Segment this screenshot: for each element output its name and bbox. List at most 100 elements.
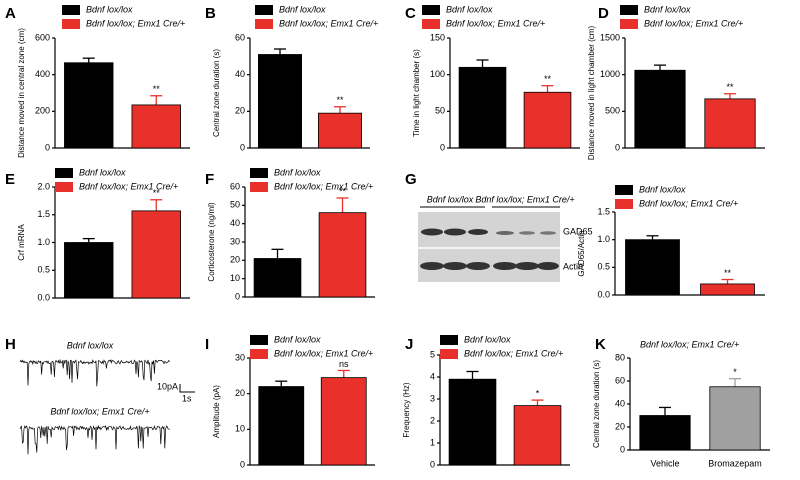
y-tick-label: 20 <box>615 421 625 431</box>
legend-label: Bdnf lox/lox; Emx1 Cre/+ <box>644 18 743 28</box>
legend-label: Bdnf lox/lox <box>279 4 326 14</box>
legend-swatch <box>615 185 633 195</box>
y-axis-label: Frequency (Hz) <box>402 382 411 437</box>
bar <box>634 69 686 149</box>
bar <box>253 258 302 298</box>
y-axis-label: Distance moved in central zone (cm) <box>17 28 26 158</box>
y-tick-label: 2 <box>430 415 435 425</box>
y-tick-label: 0 <box>430 459 435 469</box>
y-tick-label: 0.0 <box>597 289 610 299</box>
bar <box>64 242 114 299</box>
y-tick-label: 150 <box>430 32 445 42</box>
legend-swatch <box>55 168 73 178</box>
legend-label: Bdnf lox/lox <box>464 334 511 344</box>
blot-image <box>418 212 560 282</box>
bar <box>700 283 755 296</box>
bar <box>258 386 305 466</box>
bar <box>318 212 367 298</box>
significance: ** <box>336 95 344 105</box>
bar <box>320 377 367 466</box>
y-tick-label: 0 <box>45 142 50 152</box>
legend-swatch <box>620 5 638 15</box>
panel-letter: D <box>598 5 609 22</box>
panel-letter: K <box>595 336 606 353</box>
legend-swatch <box>255 5 273 15</box>
y-tick-label: 20 <box>235 388 245 398</box>
bar <box>458 66 507 149</box>
legend-label: Bdnf lox/lox; Emx1 Cre/+ <box>274 181 373 191</box>
bar <box>523 91 572 149</box>
trace-label: Bdnf lox/lox <box>67 340 114 350</box>
y-axis-label: Time in light chamber (s) <box>412 49 421 137</box>
significance: * <box>536 388 540 398</box>
trace-label: Bdnf lox/lox; Emx1 Cre/+ <box>50 406 149 416</box>
y-tick-label: 0 <box>620 444 625 454</box>
y-tick-label: 0 <box>235 291 240 301</box>
subtitle: Bdnf lox/lox; Emx1 Cre/+ <box>640 339 739 349</box>
y-tick-label: 0.0 <box>37 292 50 302</box>
legend-label: Bdnf lox/lox <box>644 4 691 14</box>
y-tick-label: 0 <box>240 459 245 469</box>
legend-swatch <box>422 19 440 29</box>
panel-letter: J <box>405 336 413 353</box>
legend-label: Bdnf lox/lox <box>86 4 133 14</box>
band-label: Actin <box>563 261 583 271</box>
y-tick-label: 0.5 <box>597 262 610 272</box>
legend-label: Bdnf lox/lox <box>639 184 686 194</box>
panel-letter: B <box>205 5 216 22</box>
y-axis-label: Crf mRNA <box>17 224 26 261</box>
y-tick-label: 40 <box>615 398 625 408</box>
bar <box>625 239 680 296</box>
y-tick-label: 50 <box>230 200 240 210</box>
y-tick-label: 80 <box>615 352 625 362</box>
legend-label: Bdnf lox/lox <box>446 4 493 14</box>
legend-label: Bdnf lox/lox <box>79 167 126 177</box>
legend-swatch <box>62 5 80 15</box>
significance: ** <box>153 84 161 94</box>
y-axis-label: Central zone duration (s) <box>592 360 601 448</box>
bar <box>704 98 756 149</box>
y-tick-label: 1500 <box>600 32 620 42</box>
y-tick-label: 10 <box>230 273 240 283</box>
y-tick-label: 5 <box>430 349 435 359</box>
panel-letter: G <box>405 171 417 188</box>
panel-letter: I <box>205 336 209 353</box>
bar <box>448 378 497 466</box>
y-tick-label: 50 <box>435 106 445 116</box>
y-axis-label: Central zone duration (s) <box>212 49 221 137</box>
y-tick-label: 0 <box>615 142 620 152</box>
significance: ** <box>724 268 732 278</box>
legend-label: Bdnf lox/lox <box>274 334 321 344</box>
bar <box>639 415 691 451</box>
significance: ** <box>544 74 552 84</box>
bar <box>64 62 114 149</box>
legend-label: Bdnf lox/lox; Emx1 Cre/+ <box>274 348 373 358</box>
y-tick-label: 2.0 <box>37 181 50 191</box>
legend-label: Bdnf lox/lox; Emx1 Cre/+ <box>464 348 563 358</box>
panel-letter: H <box>5 336 16 353</box>
legend-label: Bdnf lox/lox <box>274 167 321 177</box>
bar <box>513 405 562 466</box>
y-tick-label: 3 <box>430 393 435 403</box>
legend-swatch <box>620 19 638 29</box>
legend-swatch <box>55 182 73 192</box>
legend-swatch <box>250 182 268 192</box>
y-tick-label: 600 <box>35 32 50 42</box>
blot-group-label: Bdnf lox/lox <box>427 194 474 204</box>
legend-swatch <box>422 5 440 15</box>
legend-label: Bdnf lox/lox; Emx1 Cre/+ <box>639 198 738 208</box>
legend-label: Bdnf lox/lox; Emx1 Cre/+ <box>86 18 185 28</box>
y-tick-label: 0 <box>440 142 445 152</box>
y-tick-label: 60 <box>615 375 625 385</box>
y-tick-label: 400 <box>35 69 50 79</box>
legend-swatch <box>250 335 268 345</box>
panel-letter: F <box>205 171 214 188</box>
y-tick-label: 1000 <box>600 69 620 79</box>
legend-label: Bdnf lox/lox; Emx1 Cre/+ <box>446 18 545 28</box>
bar <box>257 54 302 149</box>
trace <box>19 358 170 387</box>
bar <box>131 104 181 149</box>
significance: * <box>733 367 737 377</box>
legend-label: Bdnf lox/lox; Emx1 Cre/+ <box>79 181 178 191</box>
